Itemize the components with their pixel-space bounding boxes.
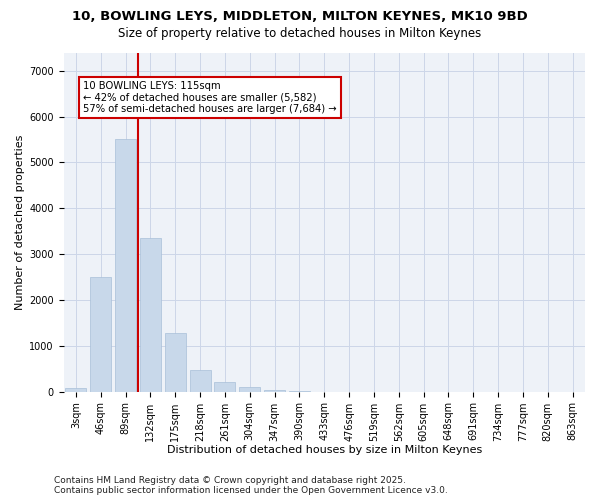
Bar (239, 386, 260, 392)
Y-axis label: Number of detached properties: Number of detached properties (15, 134, 25, 310)
Bar (190, 370, 211, 392)
Bar (264, 390, 285, 392)
X-axis label: Distribution of detached houses by size in Milton Keynes: Distribution of detached houses by size … (167, 445, 482, 455)
Text: 10, BOWLING LEYS, MIDDLETON, MILTON KEYNES, MK10 9BD: 10, BOWLING LEYS, MIDDLETON, MILTON KEYN… (72, 10, 528, 23)
Bar (214, 382, 235, 392)
Text: Contains HM Land Registry data © Crown copyright and database right 2025.
Contai: Contains HM Land Registry data © Crown c… (54, 476, 448, 495)
Text: Size of property relative to detached houses in Milton Keynes: Size of property relative to detached ho… (118, 28, 482, 40)
Bar (65, 388, 86, 392)
Bar (165, 333, 186, 392)
Bar (140, 238, 161, 392)
Bar (115, 138, 136, 392)
Text: 10 BOWLING LEYS: 115sqm
← 42% of detached houses are smaller (5,582)
57% of semi: 10 BOWLING LEYS: 115sqm ← 42% of detache… (83, 81, 337, 114)
Bar (90, 277, 112, 392)
